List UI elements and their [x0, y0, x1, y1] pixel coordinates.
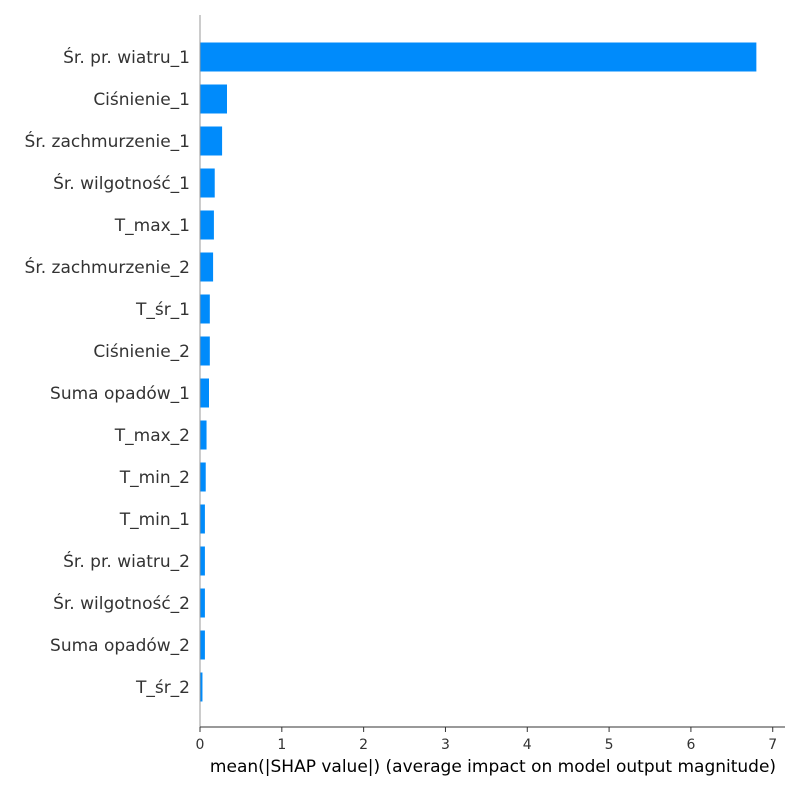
- bar: [200, 378, 209, 408]
- bar: [200, 84, 227, 114]
- feature-label: Śr. pr. wiatru_1: [63, 46, 190, 68]
- bar: [200, 462, 206, 492]
- bar: [200, 588, 205, 618]
- bar: [200, 672, 203, 702]
- bar: [200, 126, 223, 156]
- x-tick-label: 1: [277, 737, 286, 753]
- x-tick-label: 4: [523, 737, 532, 753]
- feature-labels-layer: Śr. pr. wiatru_1 Ciśnienie_1 Śr. zachmurze…: [25, 46, 190, 698]
- x-tick-label: 2: [359, 737, 368, 753]
- bar: [200, 630, 205, 660]
- feature-label: Śr. pr. wiatru_2: [63, 550, 190, 572]
- feature-label: T_max_2: [114, 426, 190, 446]
- feature-label: Śr. wilgotność_2: [53, 592, 190, 614]
- bar: [200, 504, 205, 534]
- feature-label: Suma opadów_2: [50, 636, 190, 656]
- bar: [200, 252, 214, 282]
- feature-label: T_śr_2: [135, 678, 190, 698]
- x-tick-label: 0: [196, 737, 205, 753]
- feature-label: T_śr_1: [135, 300, 190, 320]
- bar: [200, 336, 210, 366]
- feature-label: Śr. zachmurzenie_2: [25, 256, 190, 278]
- feature-label: T_min_1: [119, 510, 190, 530]
- bars-layer: [200, 42, 757, 702]
- feature-label: Ciśnienie_2: [93, 342, 190, 362]
- bar: [200, 42, 757, 72]
- feature-label: Suma opadów_1: [50, 384, 190, 404]
- bar: [200, 294, 210, 324]
- bar: [200, 420, 207, 450]
- feature-label: T_min_2: [119, 468, 190, 488]
- x-tick-label: 6: [686, 737, 695, 753]
- x-tick-label: 3: [441, 737, 450, 753]
- feature-label: Ciśnienie_1: [93, 90, 190, 110]
- feature-label: Śr. zachmurzenie_1: [25, 130, 190, 152]
- feature-label: T_max_1: [114, 216, 190, 236]
- bar: [200, 546, 205, 576]
- x-tick-label: 7: [768, 737, 777, 753]
- feature-label: Śr. wilgotność_1: [53, 172, 190, 194]
- x-ticks-layer: 0 1 2 3 4 5 6 7: [196, 727, 777, 753]
- x-tick-label: 5: [605, 737, 614, 753]
- x-axis-label: mean(|SHAP value|) (average impact on mo…: [210, 757, 776, 777]
- bar: [200, 210, 214, 240]
- bar: [200, 168, 215, 198]
